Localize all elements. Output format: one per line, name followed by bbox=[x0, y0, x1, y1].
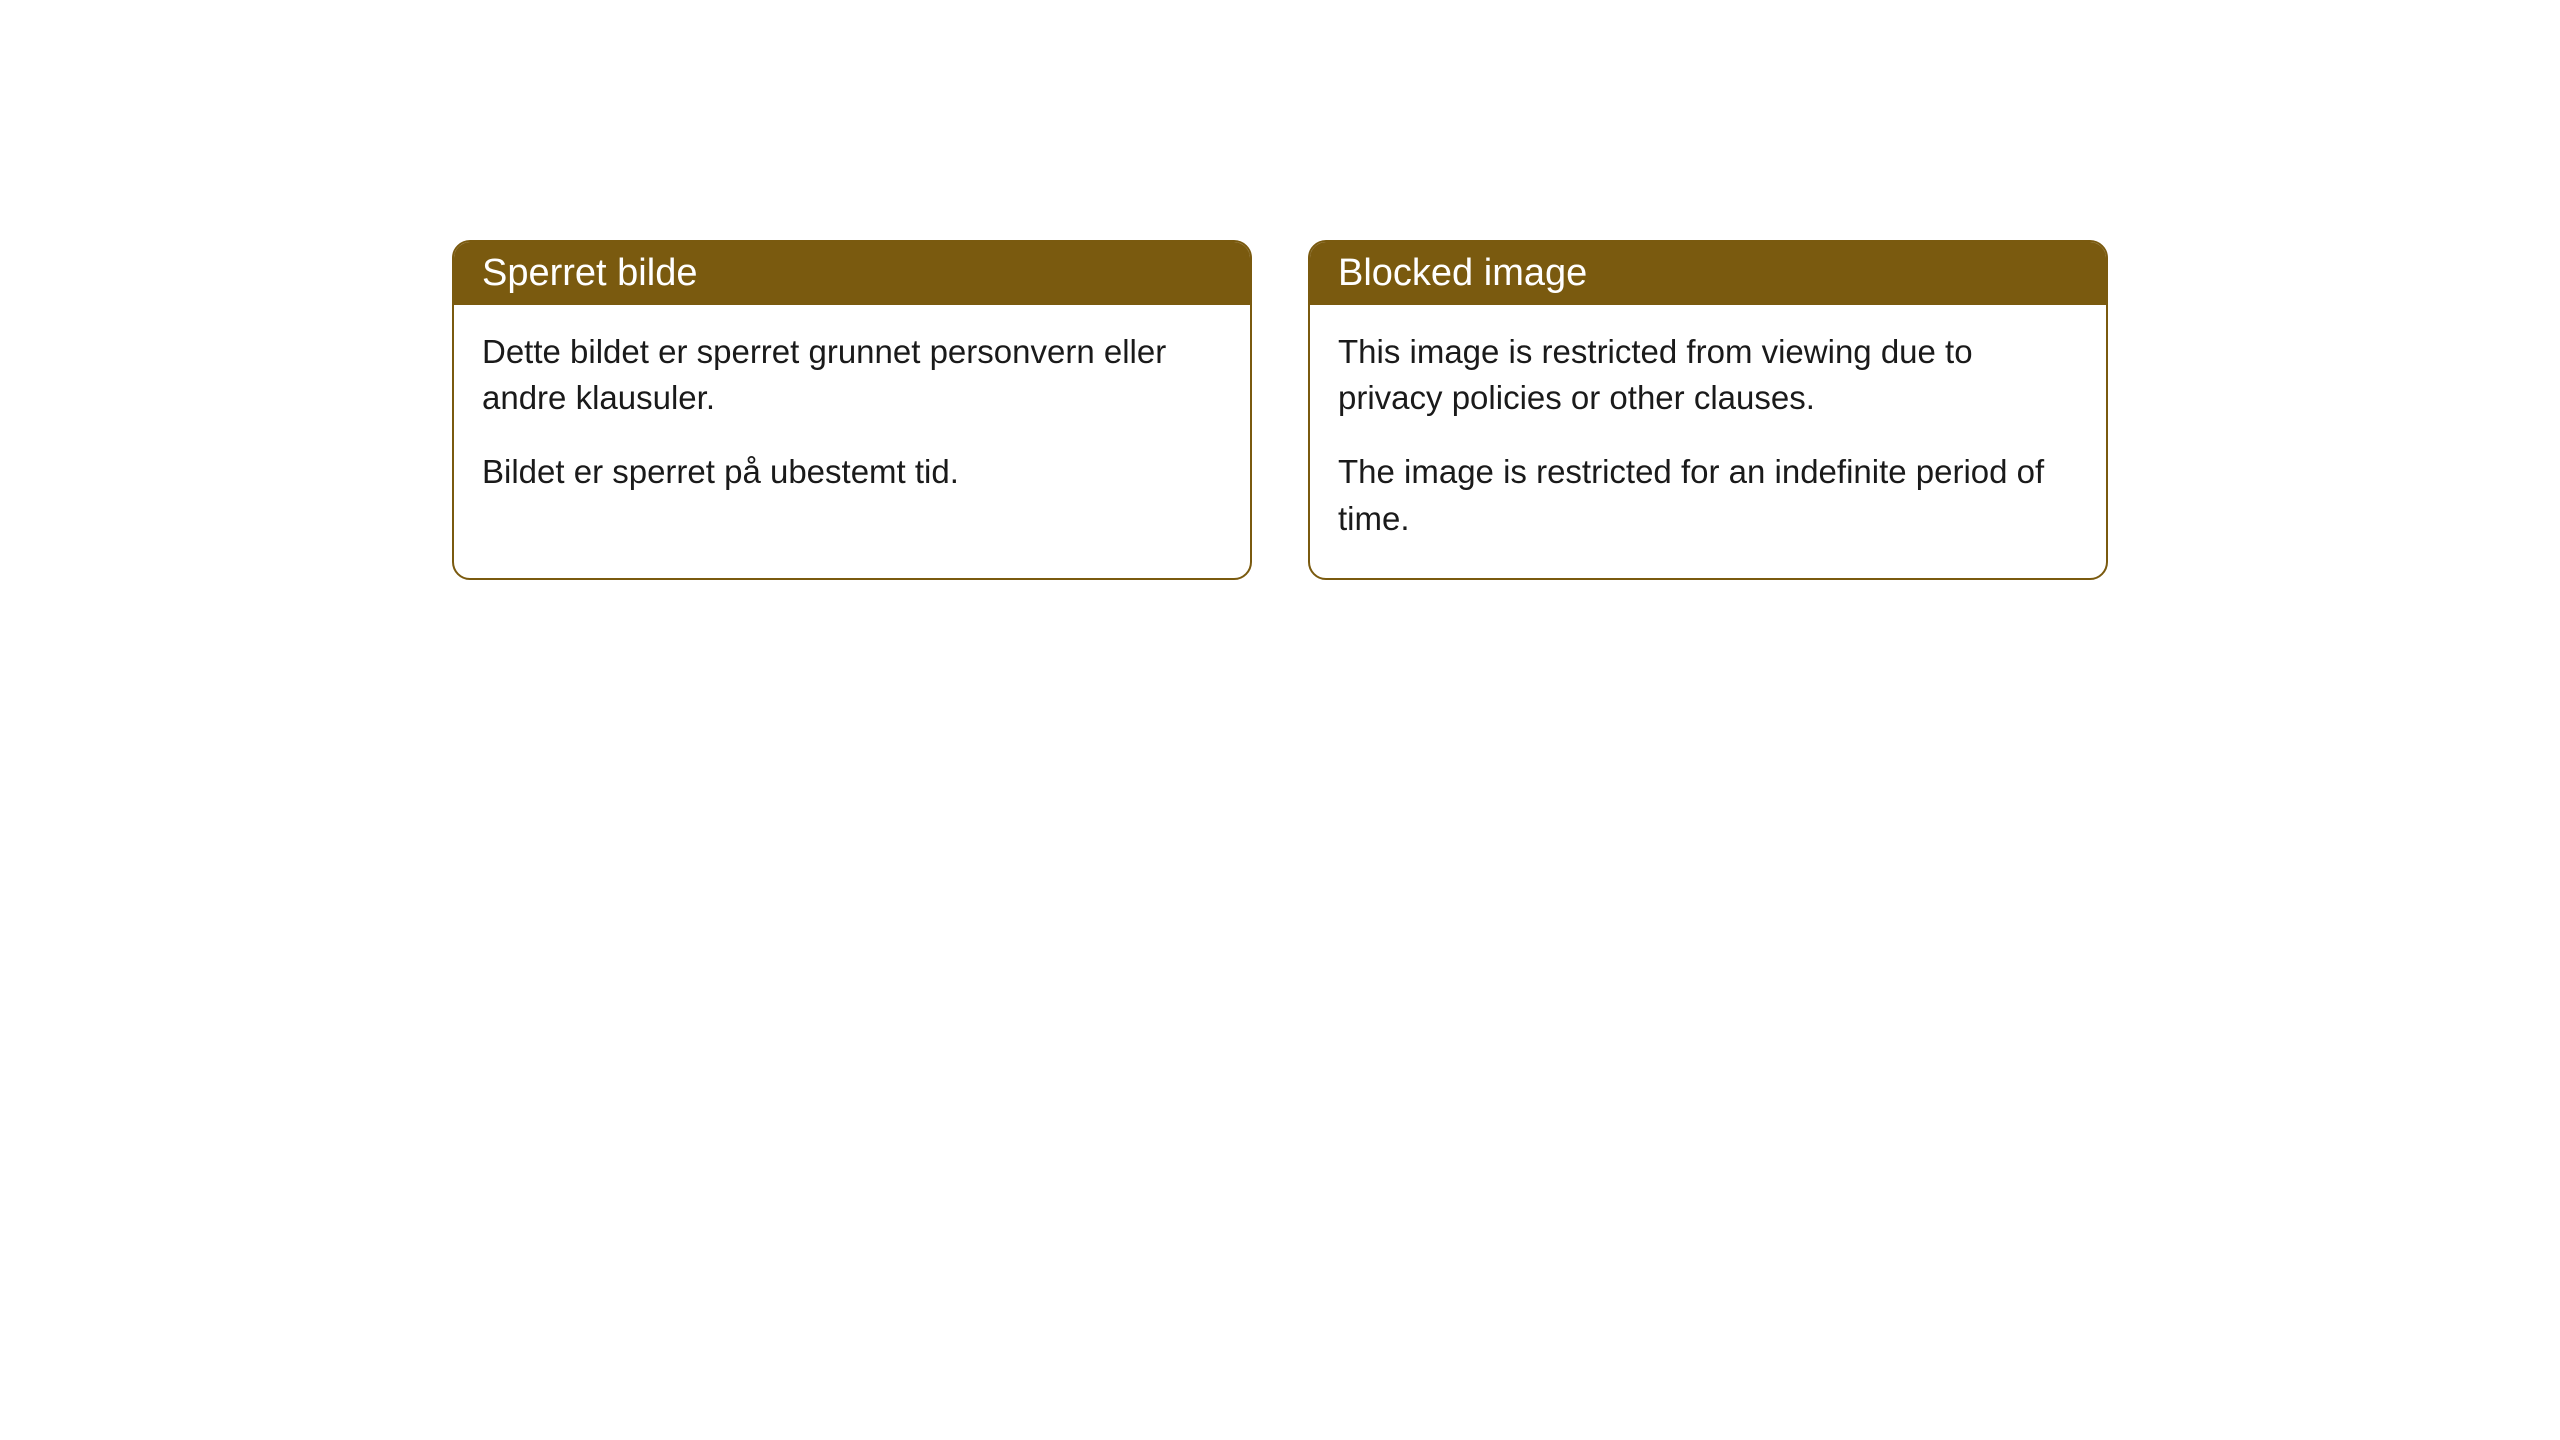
card-english: Blocked image This image is restricted f… bbox=[1308, 240, 2108, 580]
card-paragraph-1-norwegian: Dette bildet er sperret grunnet personve… bbox=[482, 329, 1222, 421]
card-norwegian: Sperret bilde Dette bildet er sperret gr… bbox=[452, 240, 1252, 580]
card-paragraph-2-norwegian: Bildet er sperret på ubestemt tid. bbox=[482, 449, 1222, 495]
card-body-english: This image is restricted from viewing du… bbox=[1310, 305, 2106, 578]
card-body-norwegian: Dette bildet er sperret grunnet personve… bbox=[454, 305, 1250, 532]
card-header-norwegian: Sperret bilde bbox=[454, 242, 1250, 305]
card-paragraph-1-english: This image is restricted from viewing du… bbox=[1338, 329, 2078, 421]
card-paragraph-2-english: The image is restricted for an indefinit… bbox=[1338, 449, 2078, 541]
card-header-english: Blocked image bbox=[1310, 242, 2106, 305]
cards-container: Sperret bilde Dette bildet er sperret gr… bbox=[452, 240, 2560, 580]
